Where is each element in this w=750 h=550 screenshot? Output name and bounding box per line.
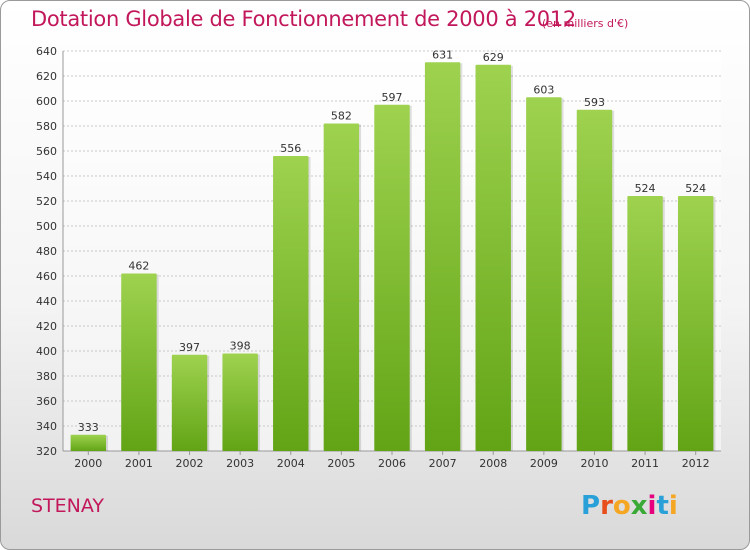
chart-subtitle: (en milliers d'€) bbox=[542, 17, 629, 30]
value-label: 524 bbox=[685, 182, 706, 195]
value-label: 524 bbox=[635, 182, 656, 195]
y-tick-label: 600 bbox=[36, 95, 57, 108]
y-tick-label: 640 bbox=[36, 45, 57, 58]
y-tick-label: 620 bbox=[36, 70, 57, 83]
x-tick-label: 2002 bbox=[176, 457, 204, 470]
bar-2008 bbox=[475, 64, 511, 451]
y-tick-label: 460 bbox=[36, 270, 57, 283]
y-tick-label: 580 bbox=[36, 120, 57, 133]
value-label: 603 bbox=[533, 83, 554, 96]
value-label: 631 bbox=[432, 48, 453, 61]
commune-name: STENAY bbox=[31, 495, 105, 517]
y-tick-label: 400 bbox=[36, 345, 57, 358]
y-tick-label: 560 bbox=[36, 145, 57, 158]
y-tick-label: 440 bbox=[36, 295, 57, 308]
bars bbox=[70, 62, 716, 451]
y-tick-label: 480 bbox=[36, 245, 57, 258]
proxiti-logo: Proxiti bbox=[581, 491, 678, 521]
x-tick-label: 2004 bbox=[277, 457, 305, 470]
value-label: 398 bbox=[230, 340, 251, 353]
x-tick-labels: 2000 2001 2002 2003 2004 2005 2006 2007 2008 2009… bbox=[74, 457, 709, 470]
x-tick-label: 2000 bbox=[74, 457, 102, 470]
x-tick-label: 2003 bbox=[226, 457, 254, 470]
y-tick-label: 540 bbox=[36, 170, 57, 183]
bar-2007 bbox=[424, 62, 461, 451]
y-tick-label: 320 bbox=[36, 445, 57, 458]
y-tick-label: 360 bbox=[36, 395, 57, 408]
bar-2009 bbox=[526, 97, 562, 451]
bar-2006 bbox=[374, 104, 410, 451]
value-label: 462 bbox=[128, 260, 149, 273]
x-tick-label: 2008 bbox=[479, 457, 507, 470]
bar-2001 bbox=[121, 273, 157, 451]
y-tick-label: 340 bbox=[36, 420, 57, 433]
bar-2011 bbox=[627, 196, 663, 451]
x-tick-label: 2005 bbox=[327, 457, 355, 470]
x-tick-label: 2009 bbox=[530, 457, 558, 470]
bar-2010 bbox=[576, 109, 613, 451]
y-tick-labels: 320 340 360 380 400 420 440 460 480 500 520 540 560 5… bbox=[36, 45, 57, 458]
logo-letter: t bbox=[656, 491, 669, 521]
bar-2005 bbox=[323, 123, 360, 451]
x-tick-label: 2007 bbox=[429, 457, 457, 470]
y-tick-label: 380 bbox=[36, 370, 57, 383]
value-label: 629 bbox=[483, 51, 504, 64]
x-tick-label: 2010 bbox=[580, 457, 608, 470]
x-tick-label: 2011 bbox=[631, 457, 659, 470]
logo-letter: r bbox=[600, 491, 613, 521]
logo-letter: i bbox=[647, 491, 657, 521]
logo-letter: P bbox=[581, 491, 601, 521]
value-label: 556 bbox=[280, 142, 301, 155]
bar-2003 bbox=[222, 353, 258, 451]
value-label: 397 bbox=[179, 341, 200, 354]
x-tick-label: 2006 bbox=[378, 457, 406, 470]
value-label: 582 bbox=[331, 110, 352, 123]
bar-2004 bbox=[273, 156, 309, 451]
bar-2000 bbox=[70, 434, 107, 451]
logo-letter: i bbox=[668, 491, 678, 521]
value-label: 593 bbox=[584, 96, 605, 109]
y-tick-label: 520 bbox=[36, 195, 57, 208]
logo-letter: o bbox=[612, 491, 631, 521]
y-tick-label: 500 bbox=[36, 220, 57, 233]
y-tick-label: 420 bbox=[36, 320, 57, 333]
value-labels: 333 462 397 398 556 582 597 631 629 603 593 524 524 bbox=[78, 48, 706, 434]
logo-letter: x bbox=[630, 491, 648, 521]
chart-title: Dotation Globale de Fonctionnement de 20… bbox=[31, 7, 576, 31]
bar-2012 bbox=[677, 196, 714, 451]
x-tick-label: 2001 bbox=[125, 457, 153, 470]
value-label: 333 bbox=[78, 421, 99, 434]
bar-2002 bbox=[171, 354, 208, 451]
value-label: 597 bbox=[382, 91, 403, 104]
x-tick-label: 2012 bbox=[682, 457, 710, 470]
